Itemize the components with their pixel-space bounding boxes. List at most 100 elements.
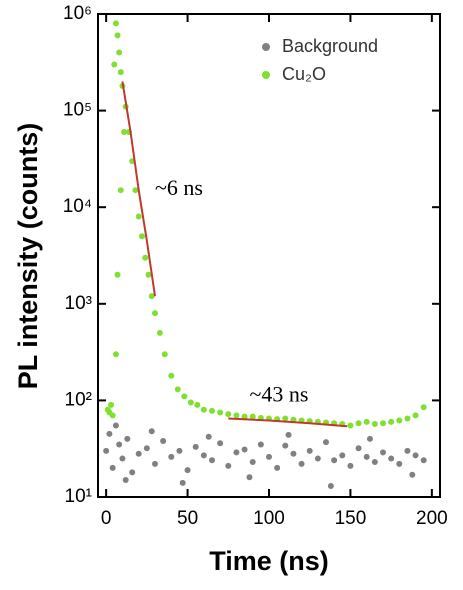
data-point bbox=[339, 452, 346, 459]
data-point bbox=[106, 430, 113, 437]
data-point bbox=[135, 450, 142, 457]
data-point bbox=[117, 187, 124, 194]
data-point bbox=[274, 464, 281, 471]
data-point bbox=[156, 329, 163, 336]
data-point bbox=[176, 447, 183, 454]
data-point bbox=[109, 412, 116, 419]
data-point bbox=[404, 415, 411, 422]
plot-frame bbox=[97, 13, 441, 498]
data-point bbox=[148, 293, 155, 300]
data-point bbox=[380, 449, 386, 456]
data-point bbox=[117, 69, 124, 76]
data-point bbox=[241, 446, 248, 453]
fit-line bbox=[228, 417, 348, 428]
data-point bbox=[209, 457, 215, 464]
y-tick-label: 10⁵ bbox=[63, 100, 92, 121]
x-tick-label: 50 bbox=[177, 508, 198, 529]
data-point bbox=[142, 254, 149, 261]
x-tick-label: 100 bbox=[253, 508, 285, 529]
data-point bbox=[152, 310, 158, 317]
data-point bbox=[366, 435, 373, 442]
data-point bbox=[388, 418, 395, 425]
data-point bbox=[233, 449, 240, 456]
data-point bbox=[412, 412, 419, 419]
annotation: ~6 ns bbox=[155, 175, 203, 200]
data-point bbox=[306, 447, 313, 454]
data-point bbox=[412, 452, 419, 459]
data-point bbox=[124, 435, 131, 442]
legend-label: Background bbox=[282, 36, 378, 56]
data-point bbox=[363, 418, 370, 425]
data-point bbox=[121, 129, 128, 136]
data-point bbox=[380, 420, 386, 427]
y-tick-label: 10² bbox=[65, 389, 92, 410]
x-axis-title: Time (ns) bbox=[209, 546, 329, 576]
data-point bbox=[152, 460, 158, 467]
data-point bbox=[111, 61, 118, 68]
data-point bbox=[132, 187, 139, 194]
data-point bbox=[168, 372, 175, 379]
data-point bbox=[119, 455, 126, 462]
data-point bbox=[114, 271, 121, 278]
data-point bbox=[168, 453, 175, 460]
data-point bbox=[355, 420, 362, 427]
legend-label: Cu₂O bbox=[282, 64, 326, 84]
data-point bbox=[217, 409, 224, 416]
legend-marker bbox=[262, 71, 270, 79]
data-point bbox=[282, 415, 289, 422]
data-point bbox=[217, 440, 224, 447]
data-point bbox=[194, 401, 201, 408]
data-point bbox=[246, 474, 253, 481]
data-point bbox=[388, 455, 395, 462]
data-point bbox=[409, 471, 416, 478]
y-axis-title: PL intensity (counts) bbox=[13, 123, 43, 390]
data-point bbox=[129, 469, 136, 476]
data-point bbox=[298, 460, 305, 467]
data-point bbox=[225, 411, 232, 418]
data-point bbox=[200, 406, 207, 413]
data-point bbox=[249, 413, 256, 420]
legend-marker bbox=[262, 43, 270, 51]
x-tick-label: 0 bbox=[101, 508, 112, 529]
data-point bbox=[112, 422, 119, 429]
y-tick-label: 10⁶ bbox=[63, 3, 92, 24]
y-tick-label: 10⁴ bbox=[63, 196, 92, 217]
data-point bbox=[225, 462, 232, 469]
data-point bbox=[209, 407, 215, 414]
data-point bbox=[347, 422, 354, 429]
data-point bbox=[249, 459, 256, 466]
x-tick-label: 150 bbox=[335, 508, 367, 529]
data-point bbox=[160, 437, 167, 444]
data-point bbox=[233, 412, 240, 419]
data-point bbox=[371, 420, 378, 427]
annotation: ~43 ns bbox=[249, 381, 308, 406]
data-point bbox=[266, 453, 272, 460]
data-point bbox=[420, 457, 427, 464]
data-point bbox=[257, 441, 264, 448]
data-point bbox=[355, 445, 362, 452]
data-point bbox=[314, 455, 321, 462]
data-point bbox=[109, 464, 116, 471]
data-point bbox=[116, 49, 123, 56]
data-point bbox=[108, 401, 115, 408]
data-point bbox=[138, 233, 145, 240]
data-point bbox=[112, 351, 119, 358]
data-point bbox=[112, 20, 119, 27]
data-point bbox=[174, 386, 181, 393]
data-point bbox=[179, 479, 186, 486]
data-point bbox=[396, 460, 403, 467]
data-point bbox=[371, 459, 378, 466]
data-point bbox=[192, 443, 199, 450]
data-point bbox=[396, 417, 403, 424]
data-point bbox=[331, 457, 338, 464]
data-point bbox=[347, 462, 354, 469]
data-point bbox=[323, 439, 329, 446]
y-tick-label: 10¹ bbox=[65, 486, 92, 507]
data-point bbox=[327, 482, 334, 489]
data-point bbox=[200, 452, 207, 459]
data-point bbox=[181, 393, 188, 400]
data-point bbox=[282, 442, 289, 449]
data-point bbox=[161, 351, 168, 358]
data-point bbox=[143, 445, 150, 452]
data-point bbox=[363, 453, 370, 460]
